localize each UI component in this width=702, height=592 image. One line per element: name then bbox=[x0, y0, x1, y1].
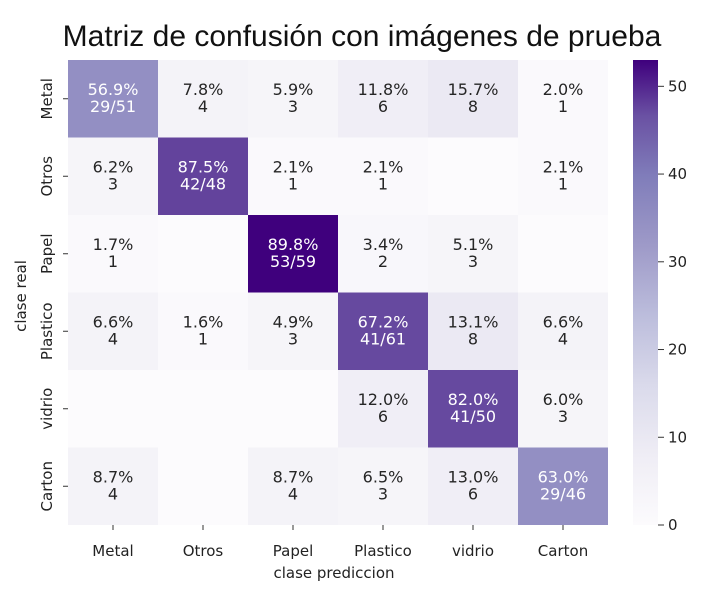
heatmap-cell bbox=[428, 137, 518, 215]
x-tick-label: Carton bbox=[538, 542, 588, 560]
heatmap-cell bbox=[428, 370, 518, 448]
heatmap-cell bbox=[338, 292, 428, 370]
cell-annotation: 6.0% 3 bbox=[543, 390, 584, 426]
chart-title: Matriz de confusión con imágenes de prue… bbox=[63, 20, 662, 53]
colorbar-tick-label: 50 bbox=[668, 77, 687, 95]
y-tick-labels: Metal Otros Papel Plastico vidrio Carton bbox=[38, 78, 68, 511]
cell-annotation: 8.7% 4 bbox=[93, 467, 134, 503]
cell-annotation: 6.6% 4 bbox=[543, 312, 584, 348]
heatmap-cell bbox=[68, 137, 158, 215]
y-tick-label: Papel bbox=[38, 234, 56, 274]
heatmap-cell bbox=[338, 370, 428, 448]
heatmap-cell bbox=[158, 215, 248, 293]
x-tick-label: Metal bbox=[92, 542, 133, 560]
colorbar-tick-label: 20 bbox=[668, 341, 687, 359]
heatmap-cell bbox=[248, 447, 338, 525]
cell-annotation: 11.8% 6 bbox=[358, 80, 409, 116]
y-axis-label: clase real bbox=[12, 260, 30, 332]
cell-annotation: 63.0% 29/46 bbox=[538, 467, 589, 503]
heatmap-cell bbox=[248, 215, 338, 293]
cell-annotation: 2.1% 1 bbox=[363, 157, 404, 193]
cell-annotation: 7.8% 4 bbox=[183, 80, 224, 116]
x-tick-label: vidrio bbox=[452, 542, 494, 560]
heatmap-cells bbox=[68, 60, 608, 525]
colorbar-tick-label: 0 bbox=[668, 516, 678, 534]
colorbar-tick-label: 30 bbox=[668, 253, 687, 271]
cell-annotation: 5.9% 3 bbox=[273, 80, 314, 116]
heatmap-cell bbox=[518, 370, 608, 448]
heatmap-cell bbox=[428, 60, 518, 138]
cell-annotation: 13.1% 8 bbox=[448, 312, 499, 348]
x-tick-label: Papel bbox=[273, 542, 313, 560]
colorbar-tick-label: 40 bbox=[668, 165, 687, 183]
heatmap-cell bbox=[518, 215, 608, 293]
y-tick-label: vidrio bbox=[38, 388, 56, 430]
heatmap-cell bbox=[518, 137, 608, 215]
colorbar bbox=[633, 60, 658, 525]
colorbar-tick-label: 10 bbox=[668, 428, 687, 446]
cell-annotation: 82.0% 41/50 bbox=[448, 390, 499, 426]
heatmap-cell bbox=[158, 60, 248, 138]
heatmap-cell bbox=[518, 60, 608, 138]
heatmap-cell bbox=[158, 137, 248, 215]
cell-annotation: 67.2% 41/61 bbox=[358, 312, 409, 348]
heatmap-cell bbox=[518, 292, 608, 370]
heatmap-annotations: 56.9% 29/51 7.8% 4 5.9% 3 11.8% 6 15.7% 8 2.0% 1 6.2… bbox=[88, 80, 589, 504]
heatmap-cell bbox=[68, 60, 158, 138]
heatmap-cell bbox=[338, 60, 428, 138]
heatmap-cell bbox=[248, 137, 338, 215]
cell-annotation: 1.7% 1 bbox=[93, 235, 134, 271]
heatmap-cell bbox=[338, 137, 428, 215]
heatmap-cell bbox=[428, 447, 518, 525]
cell-annotation: 5.1% 3 bbox=[453, 235, 494, 271]
heatmap-cell bbox=[68, 292, 158, 370]
y-tick-label: Metal bbox=[38, 78, 56, 119]
heatmap-cell bbox=[338, 447, 428, 525]
cell-annotation: 1.6% 1 bbox=[183, 312, 224, 348]
cell-annotation: 3.4% 2 bbox=[363, 235, 404, 271]
y-tick-label: Otros bbox=[38, 156, 56, 197]
cell-annotation: 2.0% 1 bbox=[543, 80, 584, 116]
cell-annotation: 89.8% 53/59 bbox=[268, 235, 319, 271]
cell-annotation: 2.1% 1 bbox=[543, 157, 584, 193]
heatmap-cell bbox=[518, 447, 608, 525]
cell-annotation: 6.2% 3 bbox=[93, 157, 134, 193]
cell-annotation: 6.6% 4 bbox=[93, 312, 134, 348]
heatmap-cell bbox=[68, 447, 158, 525]
heatmap-cell bbox=[158, 370, 248, 448]
y-tick-label: Plastico bbox=[38, 302, 56, 360]
heatmap-cell bbox=[428, 215, 518, 293]
heatmap-cell bbox=[68, 215, 158, 293]
cell-annotation: 4.9% 3 bbox=[273, 312, 314, 348]
heatmap-cell bbox=[338, 215, 428, 293]
cell-annotation: 2.1% 1 bbox=[273, 157, 314, 193]
x-tick-label: Plastico bbox=[354, 542, 412, 560]
heatmap-cell bbox=[248, 60, 338, 138]
heatmap-cell bbox=[428, 292, 518, 370]
cell-annotation: 87.5% 42/48 bbox=[178, 157, 229, 193]
x-axis-label: clase prediccion bbox=[273, 564, 394, 582]
heatmap-cell bbox=[248, 370, 338, 448]
cell-annotation: 13.0% 6 bbox=[448, 467, 499, 503]
heatmap-cell bbox=[248, 292, 338, 370]
y-tick-label: Carton bbox=[38, 461, 56, 511]
cell-annotation: 15.7% 8 bbox=[448, 80, 499, 116]
heatmap-cell bbox=[68, 370, 158, 448]
cell-annotation: 56.9% 29/51 bbox=[88, 80, 139, 116]
x-tick-labels: Metal Otros Papel Plastico vidrio Carton bbox=[92, 525, 588, 560]
cell-annotation: 8.7% 4 bbox=[273, 467, 314, 503]
cell-annotation: 6.5% 3 bbox=[363, 467, 404, 503]
colorbar-ticks: 0 10 20 30 40 50 bbox=[658, 77, 687, 534]
heatmap-cell bbox=[158, 447, 248, 525]
heatmap-cell bbox=[158, 292, 248, 370]
x-tick-label: Otros bbox=[183, 542, 224, 560]
cell-annotation: 12.0% 6 bbox=[358, 390, 409, 426]
